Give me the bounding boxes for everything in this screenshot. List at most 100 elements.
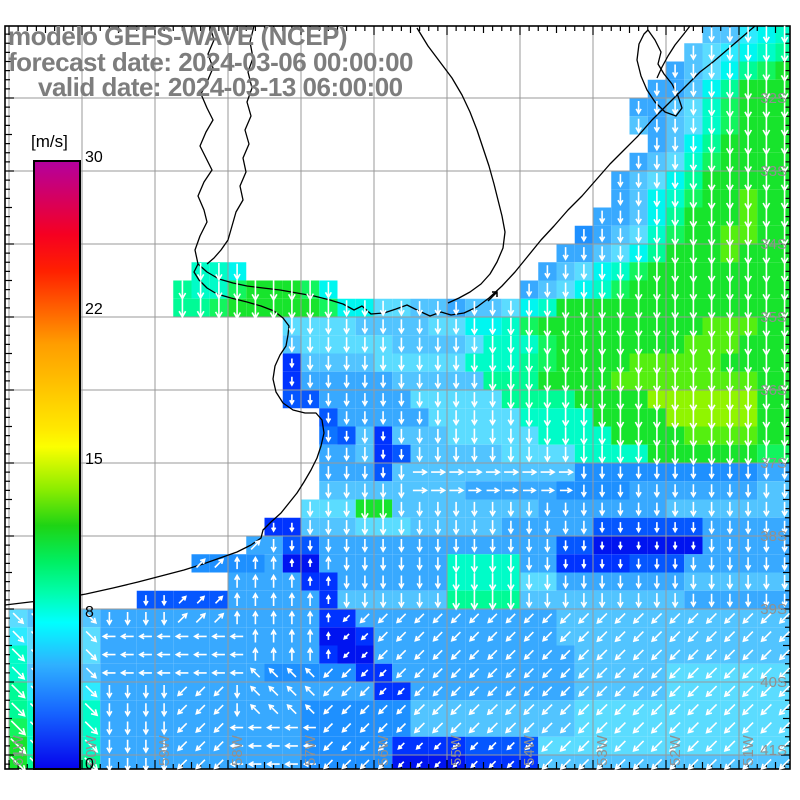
- wind-arrow: [452, 374, 460, 390]
- wind-arrow: [745, 520, 752, 535]
- wind-arrow: [233, 297, 242, 320]
- wind-arrow: [726, 27, 734, 43]
- wave-cell: [355, 755, 374, 769]
- wind-arrow: [416, 501, 423, 518]
- wind-arrow: [543, 427, 552, 446]
- wind-arrow: [617, 210, 624, 225]
- wind-arrow: [544, 574, 551, 591]
- wind-arrow: [433, 742, 442, 750]
- wind-arrow: [414, 631, 425, 642]
- wind-arrow: [161, 739, 168, 754]
- wind-arrow: [416, 761, 423, 768]
- wind-arrow: [343, 337, 350, 354]
- wind-arrow: [632, 685, 644, 698]
- wind-arrow: [763, 501, 770, 518]
- wind-arrow: [214, 595, 224, 604]
- wind-arrow: [489, 392, 496, 408]
- wind-arrow: [249, 667, 261, 678]
- wind-arrow: [325, 355, 332, 372]
- wind-arrow: [325, 412, 332, 424]
- wind-arrow: [10, 720, 27, 736]
- wind-arrow: [687, 740, 699, 753]
- wind-arrow: [138, 633, 152, 640]
- wind-arrow: [343, 633, 350, 640]
- wind-arrow: [504, 704, 517, 716]
- wind-arrow: [742, 612, 754, 625]
- wind-arrow: [252, 628, 259, 643]
- lat-label: 38S: [760, 528, 787, 545]
- wind-arrow: [452, 742, 460, 750]
- wind-arrow: [507, 317, 515, 337]
- wind-arrow: [708, 81, 716, 99]
- wind-arrow: [106, 758, 113, 772]
- lat-label: 32S: [760, 90, 787, 107]
- wind-arrow: [359, 704, 370, 715]
- wind-arrow: [380, 557, 387, 572]
- wind-arrow: [342, 614, 351, 623]
- wind-arrow: [398, 300, 405, 317]
- wind-arrow: [507, 410, 515, 427]
- wind-arrow: [252, 610, 259, 625]
- wind-arrow: [525, 371, 534, 392]
- station-arrow-marker: [487, 291, 498, 302]
- wind-arrow: [398, 519, 405, 536]
- wind-arrow: [505, 686, 516, 697]
- wind-arrow: [544, 502, 551, 517]
- wind-arrow: [306, 297, 315, 320]
- wind-arrow: [781, 574, 788, 591]
- wind-arrow: [325, 594, 331, 604]
- wind-arrow: [450, 613, 461, 624]
- wind-arrow: [380, 393, 387, 407]
- wind-arrow: [161, 758, 168, 772]
- wind-arrow: [377, 704, 388, 715]
- wind-arrow: [377, 759, 388, 770]
- wind-arrow: [523, 631, 534, 642]
- wind-arrow: [341, 686, 352, 697]
- wind-arrow: [323, 704, 334, 715]
- wind-arrow: [723, 722, 736, 734]
- wind-arrow: [652, 443, 661, 466]
- wind-arrow: [124, 739, 131, 754]
- wave-cell: [775, 152, 790, 171]
- wind-arrow: [708, 45, 715, 62]
- wind-arrow: [304, 685, 315, 696]
- wind-arrow: [398, 465, 405, 481]
- wind-arrow: [690, 466, 697, 480]
- wind-arrow: [142, 703, 149, 718]
- lon-label: 52W: [667, 734, 684, 766]
- wind-arrow: [653, 466, 660, 480]
- wind-arrow: [635, 558, 642, 570]
- wind-arrow: [598, 246, 606, 262]
- wind-arrow: [650, 649, 663, 661]
- wind-arrow: [178, 298, 187, 319]
- wind-arrow: [632, 649, 644, 661]
- wind-arrow: [596, 649, 608, 661]
- wind-arrow: [616, 445, 625, 464]
- wave-cell: [775, 645, 790, 664]
- wind-arrow: [398, 575, 405, 590]
- wind-arrow: [196, 281, 205, 300]
- wind-arrow: [106, 703, 113, 718]
- wind-arrow: [599, 502, 606, 517]
- wind-arrow: [741, 685, 754, 698]
- wind-arrow: [580, 281, 588, 299]
- wind-arrow: [250, 539, 261, 550]
- wind-arrow: [270, 539, 277, 553]
- wind-arrow: [306, 337, 314, 354]
- wind-arrow: [361, 319, 369, 335]
- wind-arrow: [471, 374, 478, 390]
- wind-arrow: [124, 612, 131, 626]
- wind-arrow: [707, 443, 716, 466]
- wind-arrow: [325, 612, 331, 623]
- wind-arrow: [416, 319, 423, 335]
- lagoon-coast-divider: [656, 25, 691, 79]
- wind-arrow: [614, 740, 626, 753]
- wind-arrow: [178, 280, 187, 301]
- wind-arrow: [617, 228, 624, 244]
- wind-arrow: [690, 118, 697, 135]
- wind-arrow: [211, 651, 225, 658]
- wind-arrow: [229, 633, 244, 640]
- wind-arrow: [361, 575, 368, 590]
- wind-arrow: [284, 761, 298, 768]
- wind-arrow: [487, 631, 498, 642]
